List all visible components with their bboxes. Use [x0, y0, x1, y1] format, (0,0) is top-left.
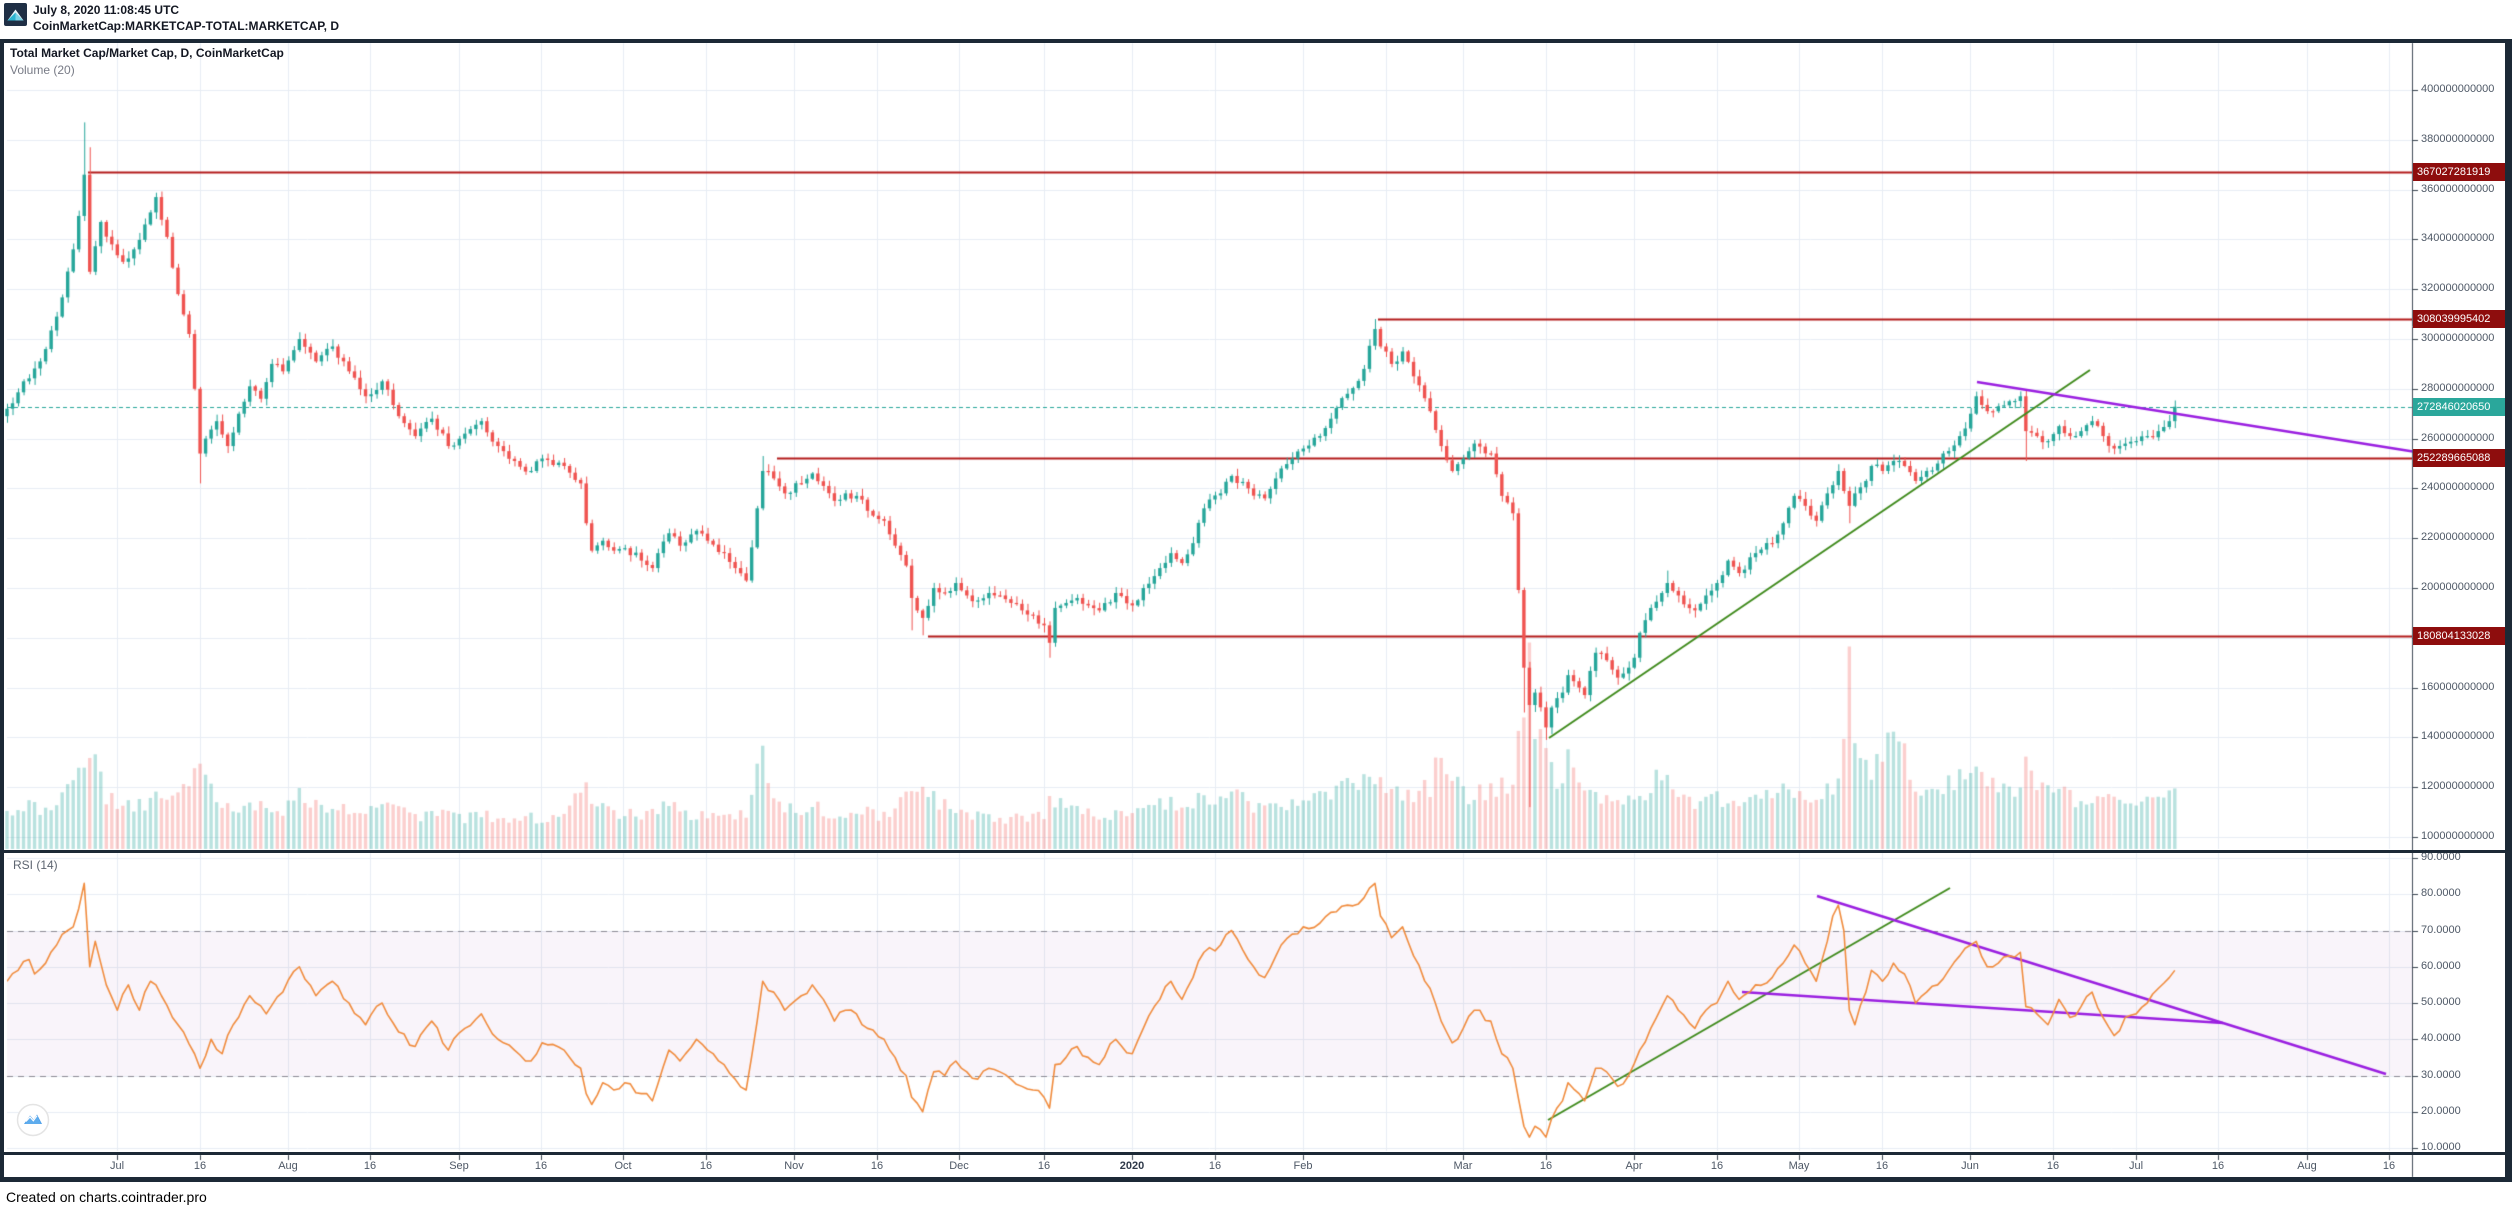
time-axis-label: Feb	[1293, 1160, 1313, 1172]
price-axis-label: 160000000000	[2421, 681, 2495, 693]
price-axis-label: 300000000000	[2421, 332, 2495, 344]
price-axis-label: 220000000000	[2421, 531, 2495, 543]
time-axis-label: Apr	[1625, 1160, 1643, 1172]
time-axis-label: Aug	[278, 1160, 298, 1172]
time-axis-label: Dec	[949, 1160, 969, 1172]
price-axis-label: 100000000000	[2421, 830, 2495, 842]
time-axis-label: Jun	[1961, 1160, 1979, 1172]
rsi-axis-label: 70.0000	[2421, 924, 2461, 936]
frame-left	[0, 39, 4, 1182]
time-axis-label: 16	[363, 1160, 377, 1172]
time-axis-label: Jul	[109, 1160, 125, 1172]
time-axis-label: Mar	[1453, 1160, 1473, 1172]
time-axis-label: 16	[1875, 1160, 1889, 1172]
main-pane-title: Total Market Cap/Market Cap, D, CoinMark…	[10, 46, 284, 60]
time-axis-label: 16	[2211, 1160, 2225, 1172]
time-axis-label: Oct	[614, 1160, 632, 1172]
time-axis-label: 16	[2382, 1160, 2396, 1172]
pane-separator-rsi-time[interactable]	[4, 1152, 2505, 1155]
rsi-indicator-label[interactable]: RSI (14)	[13, 858, 58, 872]
time-axis-label: 2020	[1119, 1160, 1145, 1172]
rsi-axis-label: 30.0000	[2421, 1069, 2461, 1081]
time-axis-label: Aug	[2297, 1160, 2317, 1172]
price-line-label: 252289665088	[2413, 449, 2510, 467]
rsi-axis-label: 60.0000	[2421, 960, 2461, 972]
time-axis-label: May	[1788, 1160, 1810, 1172]
price-axis-label: 120000000000	[2421, 780, 2495, 792]
chart-symbol: CoinMarketCap:MARKETCAP-TOTAL:MARKETCAP,…	[33, 19, 339, 33]
rsi-axis-label: 90.0000	[2421, 851, 2461, 863]
time-axis-label: 16	[1710, 1160, 1724, 1172]
price-line-label: 367027281919	[2413, 163, 2510, 181]
current-price-label: 272846020650	[2413, 398, 2510, 416]
rsi-axis-label: 40.0000	[2421, 1032, 2461, 1044]
price-axis-label: 320000000000	[2421, 282, 2495, 294]
price-axis-label: 260000000000	[2421, 432, 2495, 444]
chart-datetime: July 8, 2020 11:08:45 UTC	[33, 3, 180, 17]
rsi-axis-label: 20.0000	[2421, 1105, 2461, 1117]
price-axis-label: 240000000000	[2421, 481, 2495, 493]
price-axis-label: 200000000000	[2421, 581, 2495, 593]
price-axis-label: 140000000000	[2421, 730, 2495, 742]
app-logo-icon[interactable]	[4, 3, 27, 26]
time-axis-label: 16	[1539, 1160, 1553, 1172]
pane-separator-price-rsi[interactable]	[4, 850, 2505, 853]
time-axis-label: 16	[534, 1160, 548, 1172]
footer-credit: Created on charts.cointrader.pro	[6, 1189, 207, 1205]
rsi-axis-label: 50.0000	[2421, 996, 2461, 1008]
price-line-label: 180804133028	[2413, 627, 2510, 645]
time-axis-label: 16	[2046, 1160, 2060, 1172]
watermark-logo-icon	[16, 1103, 50, 1137]
price-axis-label: 360000000000	[2421, 183, 2495, 195]
time-axis-label: 16	[699, 1160, 713, 1172]
time-axis-label: Sep	[449, 1160, 469, 1172]
price-axis-label: 380000000000	[2421, 133, 2495, 145]
frame-bottom	[0, 1177, 2512, 1182]
price-axis-label: 400000000000	[2421, 83, 2495, 95]
volume-indicator-label[interactable]: Volume (20)	[10, 63, 75, 77]
price-axis-label: 280000000000	[2421, 382, 2495, 394]
time-axis-label: 16	[1037, 1160, 1051, 1172]
time-axis-label: 16	[870, 1160, 884, 1172]
time-axis-label: 16	[1208, 1160, 1222, 1172]
frame-right	[2505, 39, 2512, 1182]
time-axis-label: Nov	[784, 1160, 804, 1172]
price-axis-label: 340000000000	[2421, 232, 2495, 244]
frame-top	[0, 39, 2512, 43]
time-axis-label: Jul	[2128, 1160, 2144, 1172]
price-line-label: 308039995402	[2413, 310, 2510, 328]
rsi-axis-label: 80.0000	[2421, 887, 2461, 899]
rsi-axis-label: 10.0000	[2421, 1141, 2461, 1153]
time-axis-label: 16	[193, 1160, 207, 1172]
header-bar: July 8, 2020 11:08:45 UTC CoinMarketCap:…	[0, 0, 2518, 39]
